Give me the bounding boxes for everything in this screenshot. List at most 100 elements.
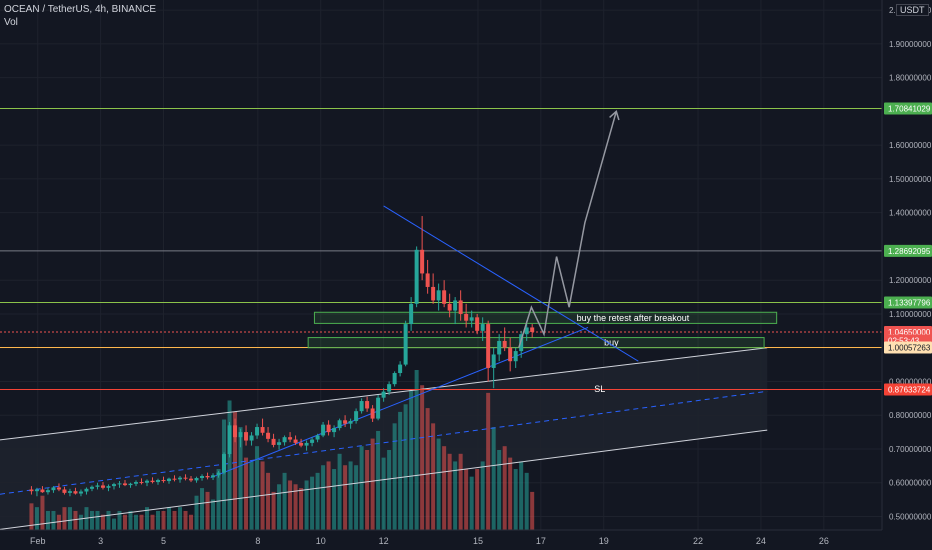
projection-arrowhead: [609, 110, 620, 121]
candle-body: [502, 340, 507, 348]
price-axis-tag-label: 1.13397796: [888, 298, 931, 307]
volume-bar: [271, 491, 276, 530]
price-tick-label: 1.50000000: [889, 175, 932, 184]
candle-body: [409, 303, 414, 325]
volume-bar: [222, 419, 227, 530]
candle-body: [117, 483, 122, 485]
volume-indicator-label[interactable]: Vol: [4, 17, 18, 28]
volume-bar: [392, 423, 397, 530]
volume-bar: [442, 446, 447, 530]
candle-body: [453, 300, 458, 311]
volume-bar: [497, 450, 502, 530]
volume-bar: [167, 507, 172, 530]
volume-bar: [194, 495, 199, 530]
price-tick-label: 1.10000000: [889, 310, 932, 319]
candle-body: [469, 317, 474, 321]
volume-bar: [502, 446, 507, 530]
candle-body: [200, 475, 205, 479]
price-axis-tag: [884, 102, 932, 115]
candle-body: [62, 489, 67, 493]
currency-label[interactable]: USDT: [896, 4, 929, 16]
volume-bar: [326, 461, 331, 530]
volume-bar: [288, 480, 293, 530]
candle-body: [519, 334, 524, 352]
volume-bar: [200, 488, 205, 530]
candle-body: [370, 408, 375, 419]
volume-bar: [508, 457, 513, 530]
candle-body: [145, 480, 149, 483]
buy-zone: [307, 337, 765, 349]
volume-bar: [150, 514, 155, 530]
candle-body: [293, 439, 298, 443]
time-tick-label: 22: [693, 536, 703, 546]
candle-body: [486, 324, 491, 368]
time-tick-label: 19: [599, 536, 609, 546]
price-axis-tag: [884, 341, 932, 354]
price-tick-label: 1.20000000: [889, 276, 932, 285]
candle-body: [249, 435, 254, 441]
candle-body: [56, 487, 61, 490]
candle-body: [475, 317, 480, 331]
price-axis-tag-label: 02:53:43: [888, 336, 920, 345]
candle-body: [51, 487, 56, 491]
volume-bar: [51, 510, 56, 530]
volume-bar: [420, 385, 425, 530]
volume-bar: [249, 461, 254, 530]
price-axis-tag: [884, 296, 932, 309]
trendline: [210, 326, 589, 479]
candle-body: [205, 475, 210, 478]
candle-body: [508, 347, 513, 362]
volume-bar: [133, 514, 138, 530]
price-axis-background: [882, 0, 932, 550]
volume-bar: [398, 411, 403, 530]
candle-body: [260, 427, 265, 433]
candle-body: [425, 273, 430, 287]
volume-bar: [255, 446, 260, 530]
candle-body: [40, 489, 45, 493]
candle-body: [266, 432, 271, 439]
retest-zone-label: buy the retest after breakout: [577, 313, 690, 323]
volume-bar: [139, 514, 144, 530]
candle-body: [480, 324, 485, 331]
volume-bar: [414, 370, 419, 530]
price-axis-tag: [884, 244, 932, 257]
price-tick-label: 0.50000000: [889, 512, 932, 521]
time-tick-label: 10: [316, 536, 326, 546]
candle-body: [100, 485, 105, 488]
volume-bar: [436, 438, 441, 530]
candle-body: [343, 420, 348, 424]
time-tick-label: 15: [473, 536, 483, 546]
candle-body: [73, 491, 78, 494]
volume-bar: [403, 404, 408, 530]
candle-body: [84, 488, 89, 492]
candle-body: [304, 442, 309, 446]
volume-bar: [45, 510, 50, 530]
volume-bar: [348, 461, 353, 530]
candle-body: [387, 384, 392, 392]
volume-bar: [387, 450, 392, 530]
stop-loss-label: SL: [594, 384, 605, 394]
candle-body: [381, 391, 386, 398]
time-tick-label: 8: [255, 536, 260, 546]
candle-body: [183, 477, 188, 479]
time-tick-label: 12: [379, 536, 389, 546]
price-axis-tag-label: 1.28692095: [888, 247, 931, 256]
candle-body: [122, 483, 127, 486]
volume-bar: [95, 510, 100, 530]
time-tick-label: 26: [819, 536, 829, 546]
candle-body: [238, 432, 243, 438]
volume-bar: [78, 514, 83, 530]
candle-body: [497, 340, 502, 355]
candle-body: [67, 491, 72, 493]
volume-bar: [310, 476, 315, 530]
candle-body: [271, 438, 276, 445]
candle-body: [29, 489, 34, 492]
channel-lower-line: [0, 429, 768, 530]
price-tick-label: 0.70000000: [889, 445, 932, 454]
volume-bar: [458, 453, 463, 530]
volume-bar: [332, 469, 337, 530]
candle-body: [348, 420, 353, 424]
candle-body: [420, 249, 425, 274]
